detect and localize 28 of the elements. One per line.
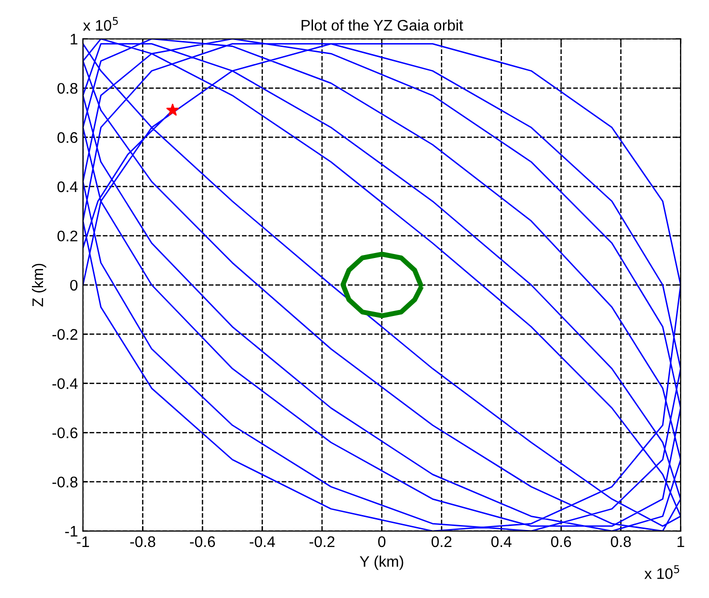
x-tick-label: -0.8 xyxy=(130,536,156,548)
y-tick-label: 0.6 xyxy=(57,132,78,143)
y-tick-label: 0.2 xyxy=(57,230,78,242)
x-tick-label: 0.2 xyxy=(432,536,452,548)
x-tick-label: -0.6 xyxy=(190,536,215,548)
x-tick-label: -0.4 xyxy=(250,536,275,548)
chart-title: Plot of the YZ Gaia orbit xyxy=(302,19,464,31)
text: x 10$^{5}$ xyxy=(644,565,680,580)
y-tick-label: -1 xyxy=(65,526,78,537)
x-axis-title: Y (km) xyxy=(360,556,404,570)
line-series xyxy=(82,38,681,532)
x-tick-label: 0 xyxy=(378,536,386,548)
y-tick-label: 0 xyxy=(70,280,78,291)
x-tick-label: 0.6 xyxy=(551,536,572,548)
x-tick-label: 1 xyxy=(678,536,684,547)
y-tick-label: 0.4 xyxy=(57,181,78,192)
y-tick-label: 1 xyxy=(70,34,78,44)
y-tick-label: 0.8 xyxy=(57,82,78,94)
y-axis-title: Z (km) xyxy=(32,264,46,307)
line-series xyxy=(340,252,424,318)
text: x 10$^{5}$ xyxy=(83,17,118,31)
y-tick-label: -0.2 xyxy=(52,329,78,340)
x-tick-label: 0.8 xyxy=(610,536,631,548)
x-tick-label: 0.4 xyxy=(491,536,512,548)
x-tick-label: -0.2 xyxy=(310,536,334,548)
y-tick-label: -0.6 xyxy=(52,427,78,438)
y-tick-label: -0.4 xyxy=(52,378,78,390)
y-tick-label: -0.8 xyxy=(52,476,78,488)
